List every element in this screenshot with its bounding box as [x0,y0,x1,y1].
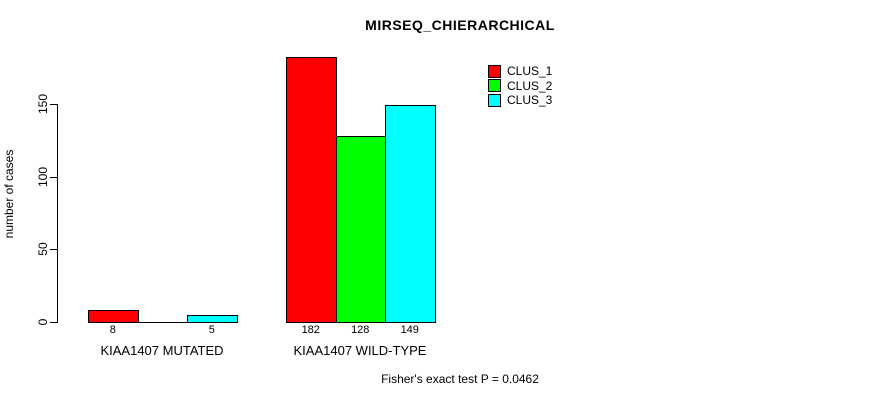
legend: CLUS_1 CLUS_2 CLUS_3 [488,64,552,108]
legend-item-clus_1: CLUS_1 [488,64,552,78]
legend-swatch-icon [488,93,501,107]
bar-value-label: 182 [301,324,320,336]
legend-item-clus_2: CLUS_2 [488,79,552,93]
y-axis-tick [50,249,57,251]
y-axis-tick [50,104,57,105]
bar-value-label: 128 [351,324,370,336]
y-axis-title: number of cases [2,149,16,239]
chart-title: MIRSEQ_CHIERARCHICAL [365,17,555,33]
x-category-label-wildtype: KIAA1407 WILD-TYPE [293,343,427,358]
legend-item-clus_3: CLUS_3 [488,93,552,107]
bar-clus_2-group2 [335,135,386,323]
bar-clus_1-group2 [286,57,337,323]
y-axis-tick [50,322,57,323]
bar-value-label: 5 [208,324,215,336]
fisher-test-note: Fisher's exact test P = 0.0462 [381,372,539,386]
y-axis-line [57,104,58,323]
legend-swatch-icon [488,64,501,78]
legend-label: CLUS_2 [507,78,553,93]
bar-clus_3-group1 [187,314,238,323]
bar-value-label: 8 [109,324,116,336]
x-category-label-mutated: KIAA1407 MUTATED [100,343,224,358]
y-axis-tick [50,176,57,178]
bar-value-label: 149 [400,324,419,336]
y-axis-tick-label: 50 [36,242,50,257]
legend-label: CLUS_1 [507,64,553,78]
zero-bar-clus_2-group1 [137,322,188,323]
y-axis-tick-label: 0 [36,318,50,326]
y-axis-tick-label: 100 [36,166,50,187]
legend-swatch-icon [488,79,501,92]
bar-clus_1-group1 [88,310,139,323]
bar-clus_3-group2 [385,105,436,323]
y-axis-tick-label: 150 [36,93,50,115]
legend-label: CLUS_3 [507,93,553,107]
